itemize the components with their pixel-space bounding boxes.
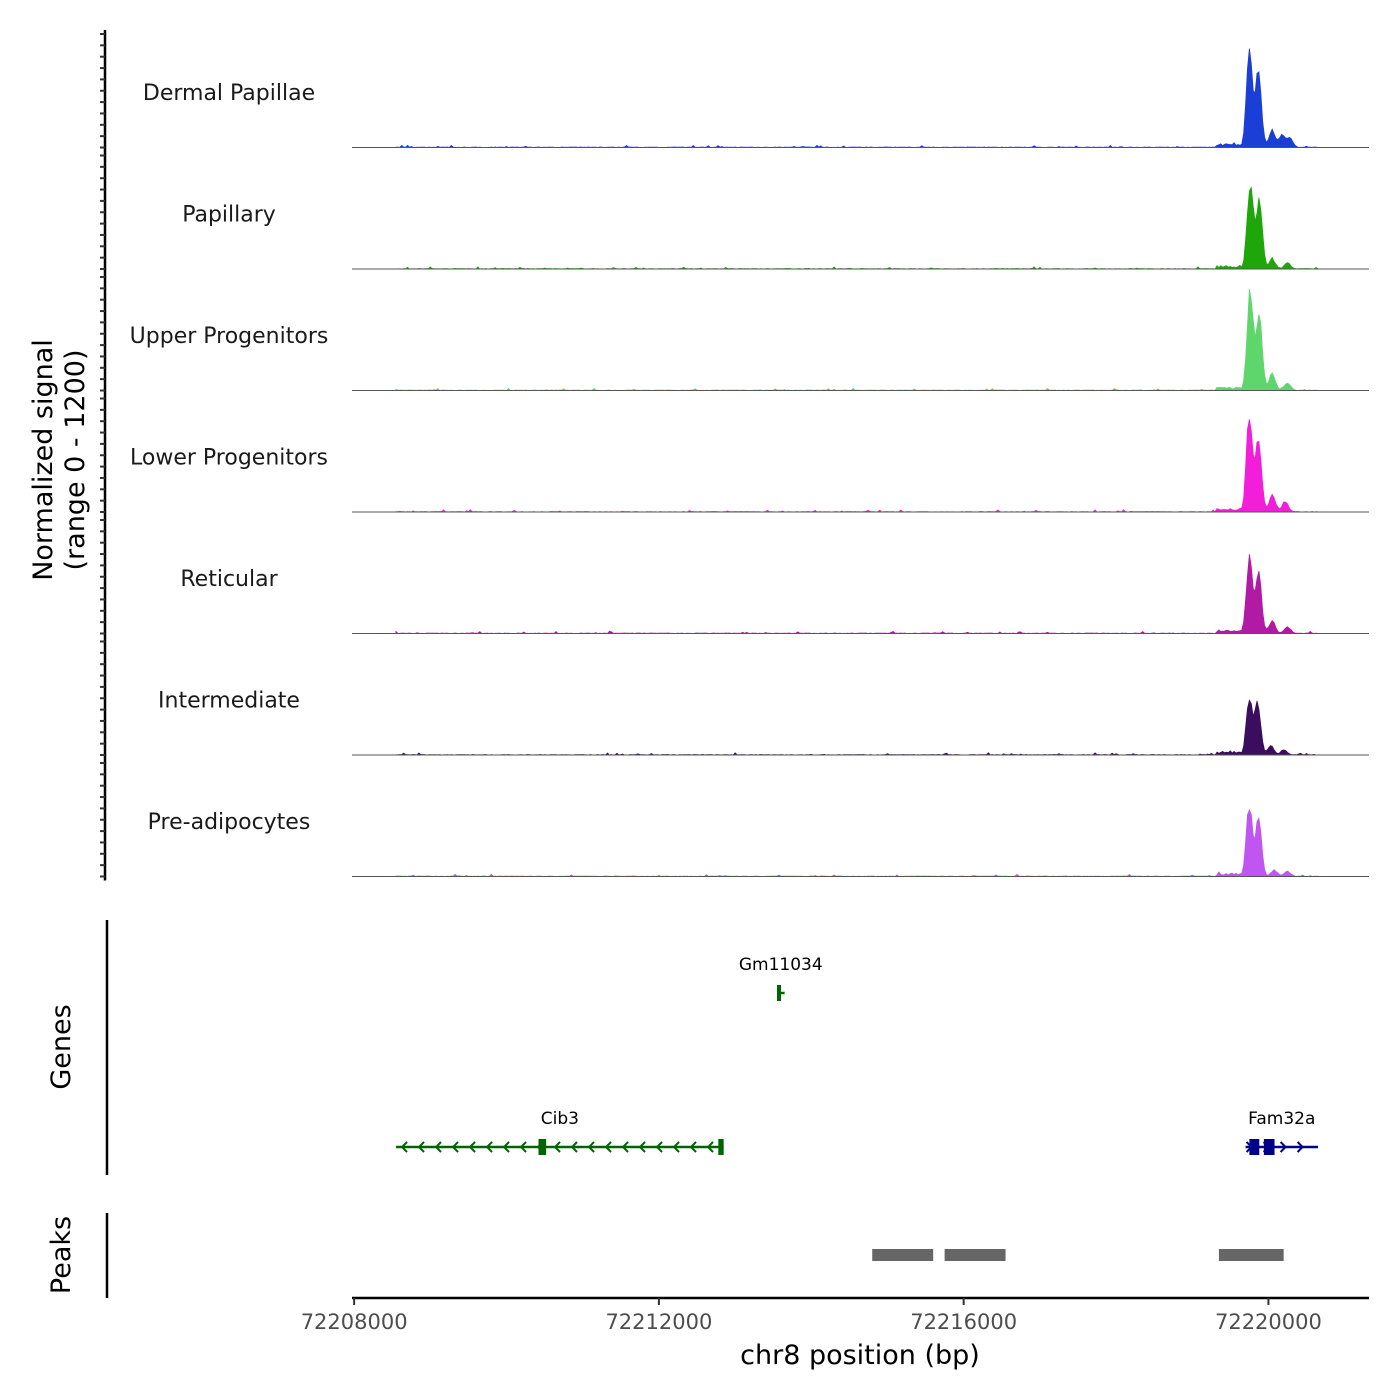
coverage-signal-6 (395, 808, 1319, 877)
strand-arrow (502, 1141, 510, 1153)
strand-arrow (672, 1141, 680, 1153)
strand-arrow (570, 1141, 578, 1153)
peaks-panel: Peaks (46, 1213, 1284, 1298)
strand-arrow (485, 1141, 493, 1153)
peak-region-2 (1218, 1249, 1284, 1261)
genes-y-title: Genes (46, 1004, 77, 1089)
gene-models: Gm11034 Cib3 Fam32a (396, 955, 1318, 1155)
strand-arrow (417, 1141, 425, 1153)
coverage-signal-2 (395, 289, 1319, 391)
gene-label-0: Gm11034 (739, 955, 823, 975)
coverage-signal-3 (395, 419, 1319, 513)
x-axis: 72208000 72212000 72216000 72220000 chr8 po… (301, 1296, 1369, 1371)
x-tick-label-0: 72208000 (301, 1310, 408, 1334)
genes-panel: Genes Gm11034 Cib3 Fam32a (46, 920, 1318, 1175)
peak-region-1 (944, 1249, 1006, 1261)
strand-arrow (400, 1141, 408, 1153)
peak-regions (872, 1249, 1284, 1261)
exon-1-0 (538, 1139, 547, 1155)
x-tick-label-3: 72220000 (1215, 1310, 1322, 1334)
strand-arrow (604, 1141, 612, 1153)
strand-arrow (638, 1141, 646, 1153)
peaks-y-title: Peaks (46, 1216, 77, 1294)
coverage-y-axes (100, 30, 107, 881)
x-axis-title: chr8 position (bp) (740, 1340, 980, 1371)
track-label-3: Lower Progenitors (130, 446, 328, 471)
strand-arrow (1279, 1141, 1287, 1153)
coverage-signal-0 (395, 48, 1319, 148)
strand-arrow (553, 1141, 561, 1153)
strand-arrow (689, 1141, 697, 1153)
strand-arrow (655, 1141, 663, 1153)
exon-1-1 (718, 1139, 724, 1155)
track-label-4: Reticular (180, 567, 278, 592)
track-label-6: Pre-adipocytes (148, 810, 311, 835)
coverage-signal-5 (395, 699, 1319, 756)
strand-arrow (434, 1141, 442, 1153)
track-label-2: Upper Progenitors (130, 324, 329, 349)
strand-arrow (468, 1141, 476, 1153)
x-ticks: 72208000 72212000 72216000 72220000 (301, 1298, 1322, 1334)
peak-region-0 (872, 1249, 934, 1261)
x-tick-label-1: 72212000 (605, 1310, 712, 1334)
exon-2-0 (1249, 1139, 1260, 1155)
coverage-tracks: Dermal Papillae Papillary Upper Progenitor… (130, 48, 1369, 877)
strand-arrow (451, 1141, 459, 1153)
coverage-signal-1 (395, 186, 1319, 270)
coverage-y-title: Normalized signal (28, 339, 59, 581)
exon-0-0 (776, 985, 781, 1001)
strand-arrow (706, 1141, 714, 1153)
track-label-5: Intermediate (158, 689, 300, 714)
strand-arrow (1296, 1141, 1304, 1153)
gene-label-1: Cib3 (541, 1109, 579, 1129)
gene-label-2: Fam32a (1248, 1109, 1315, 1129)
x-tick-label-2: 72216000 (910, 1310, 1017, 1334)
coverage-panel: Dermal Papillae Papillary Upper Progenitor… (28, 30, 1369, 881)
coverage-y-range: (range 0 - 1200) (60, 350, 91, 571)
exon-2-1 (1263, 1139, 1275, 1155)
strand-arrow (621, 1141, 629, 1153)
track-label-1: Papillary (182, 203, 276, 228)
strand-arrow (587, 1141, 595, 1153)
track-label-0: Dermal Papillae (143, 81, 315, 106)
strand-arrow (519, 1141, 527, 1153)
coverage-signal-4 (395, 554, 1319, 634)
